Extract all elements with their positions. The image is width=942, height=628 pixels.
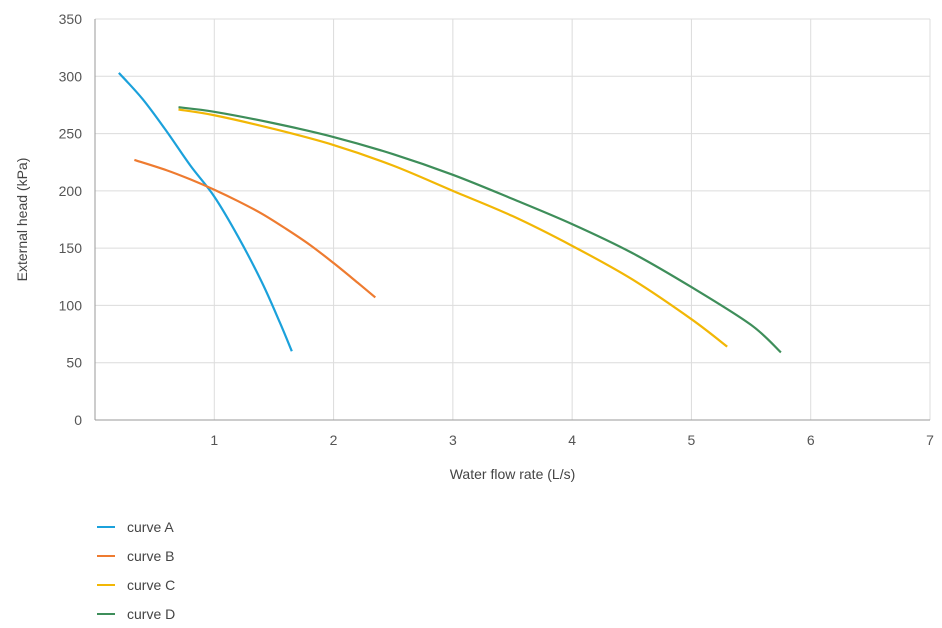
y-tick-label: 0 — [74, 412, 82, 428]
x-tick-label: 2 — [330, 432, 338, 448]
legend: curve A curve B curve C curve D — [97, 512, 175, 628]
series-line-curve-c — [178, 108, 728, 348]
tick-labels: 0 50 100 150 200 250 300 350 1 2 3 4 5 6 7 — [59, 11, 934, 448]
series-line-curve-b — [134, 158, 377, 299]
legend-swatch — [97, 554, 115, 557]
series-line-curve-d — [178, 106, 782, 354]
line-chart: 0 50 100 150 200 250 300 350 1 2 3 4 5 6 7 Water flow … — [14, 11, 934, 482]
y-tick-label: 150 — [59, 240, 83, 256]
legend-item-curve-d: curve D — [97, 599, 175, 628]
legend-swatch — [97, 612, 115, 615]
x-tick-label: 4 — [568, 432, 576, 448]
axes — [94, 19, 930, 421]
legend-item-curve-a: curve A — [97, 512, 175, 541]
legend-label: curve A — [127, 518, 174, 535]
legend-item-curve-b: curve B — [97, 541, 175, 570]
y-tick-label: 200 — [59, 183, 83, 199]
y-tick-label: 300 — [59, 68, 83, 84]
x-tick-label: 3 — [449, 432, 457, 448]
y-tick-label: 250 — [59, 126, 83, 142]
y-tick-label: 350 — [59, 11, 83, 27]
y-axis-title: External head (kPa) — [14, 158, 30, 282]
legend-label: curve C — [127, 576, 176, 593]
legend-swatch — [97, 583, 115, 586]
series-lines — [118, 72, 782, 354]
y-tick-label: 100 — [59, 297, 83, 313]
legend-label: curve B — [127, 547, 175, 564]
legend-label: curve D — [127, 605, 176, 622]
x-axis-title: Water flow rate (L/s) — [450, 466, 576, 482]
series-line-curve-a — [118, 72, 293, 352]
x-tick-label: 7 — [926, 432, 934, 448]
y-tick-label: 50 — [66, 355, 82, 371]
x-tick-label: 6 — [807, 432, 815, 448]
grid — [95, 18, 931, 420]
x-tick-label: 1 — [210, 432, 218, 448]
legend-item-curve-c: curve C — [97, 570, 175, 599]
x-tick-label: 5 — [688, 432, 696, 448]
legend-swatch — [97, 525, 115, 528]
